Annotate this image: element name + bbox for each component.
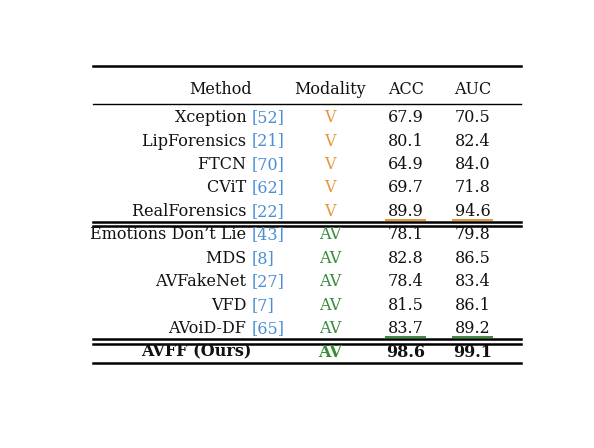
Text: V: V xyxy=(324,156,336,173)
Text: Method: Method xyxy=(189,82,251,99)
Text: 81.5: 81.5 xyxy=(388,297,424,314)
Text: AV: AV xyxy=(318,297,341,314)
Text: 82.8: 82.8 xyxy=(388,250,424,267)
Text: [52]: [52] xyxy=(251,109,285,126)
Text: 94.6: 94.6 xyxy=(454,203,490,220)
Text: [43]: [43] xyxy=(251,226,285,243)
Text: 69.7: 69.7 xyxy=(388,180,424,197)
Text: 79.8: 79.8 xyxy=(454,226,491,243)
Text: AV: AV xyxy=(318,344,342,361)
Text: LipForensics: LipForensics xyxy=(142,133,251,150)
Text: 71.8: 71.8 xyxy=(454,180,491,197)
Text: 78.1: 78.1 xyxy=(388,226,424,243)
Text: V: V xyxy=(324,133,336,150)
Text: MDS: MDS xyxy=(206,250,251,267)
Text: AUC: AUC xyxy=(454,82,491,99)
Text: Xception: Xception xyxy=(175,109,251,126)
Text: 67.9: 67.9 xyxy=(388,109,424,126)
Text: V: V xyxy=(324,109,336,126)
Text: 70.5: 70.5 xyxy=(454,109,490,126)
Text: 84.0: 84.0 xyxy=(454,156,490,173)
Text: [22]: [22] xyxy=(251,203,285,220)
Text: AVoiD-DF: AVoiD-DF xyxy=(169,320,251,337)
Text: CViT: CViT xyxy=(207,180,251,197)
Text: AV: AV xyxy=(318,250,341,267)
Text: AV: AV xyxy=(318,320,341,337)
Text: 64.9: 64.9 xyxy=(388,156,424,173)
Text: AVFakeNet: AVFakeNet xyxy=(156,273,251,290)
Text: ACC: ACC xyxy=(388,82,424,99)
Text: 86.1: 86.1 xyxy=(454,297,491,314)
Text: Emotions Don’t Lie: Emotions Don’t Lie xyxy=(90,226,251,243)
Text: 99.1: 99.1 xyxy=(453,344,492,361)
Text: 89.2: 89.2 xyxy=(454,320,490,337)
Text: 83.7: 83.7 xyxy=(388,320,424,337)
Text: [70]: [70] xyxy=(251,156,285,173)
Text: 80.1: 80.1 xyxy=(388,133,424,150)
Text: 86.5: 86.5 xyxy=(454,250,491,267)
Text: AVFF (Ours): AVFF (Ours) xyxy=(141,344,251,361)
Text: AV: AV xyxy=(318,226,341,243)
Text: VFD: VFD xyxy=(211,297,251,314)
Text: 83.4: 83.4 xyxy=(454,273,490,290)
Text: AV: AV xyxy=(318,273,341,290)
Text: [21]: [21] xyxy=(251,133,285,150)
Text: [27]: [27] xyxy=(251,273,285,290)
Text: 89.9: 89.9 xyxy=(388,203,424,220)
Text: [8]: [8] xyxy=(251,250,274,267)
Text: 78.4: 78.4 xyxy=(388,273,424,290)
Text: 98.6: 98.6 xyxy=(386,344,425,361)
Text: 82.4: 82.4 xyxy=(454,133,490,150)
Text: FTCN: FTCN xyxy=(198,156,251,173)
Text: V: V xyxy=(324,203,336,220)
Text: V: V xyxy=(324,180,336,197)
Text: Modality: Modality xyxy=(294,82,365,99)
Text: [7]: [7] xyxy=(251,297,274,314)
Text: RealForensics: RealForensics xyxy=(132,203,251,220)
Text: [62]: [62] xyxy=(251,180,285,197)
Text: [65]: [65] xyxy=(251,320,285,337)
